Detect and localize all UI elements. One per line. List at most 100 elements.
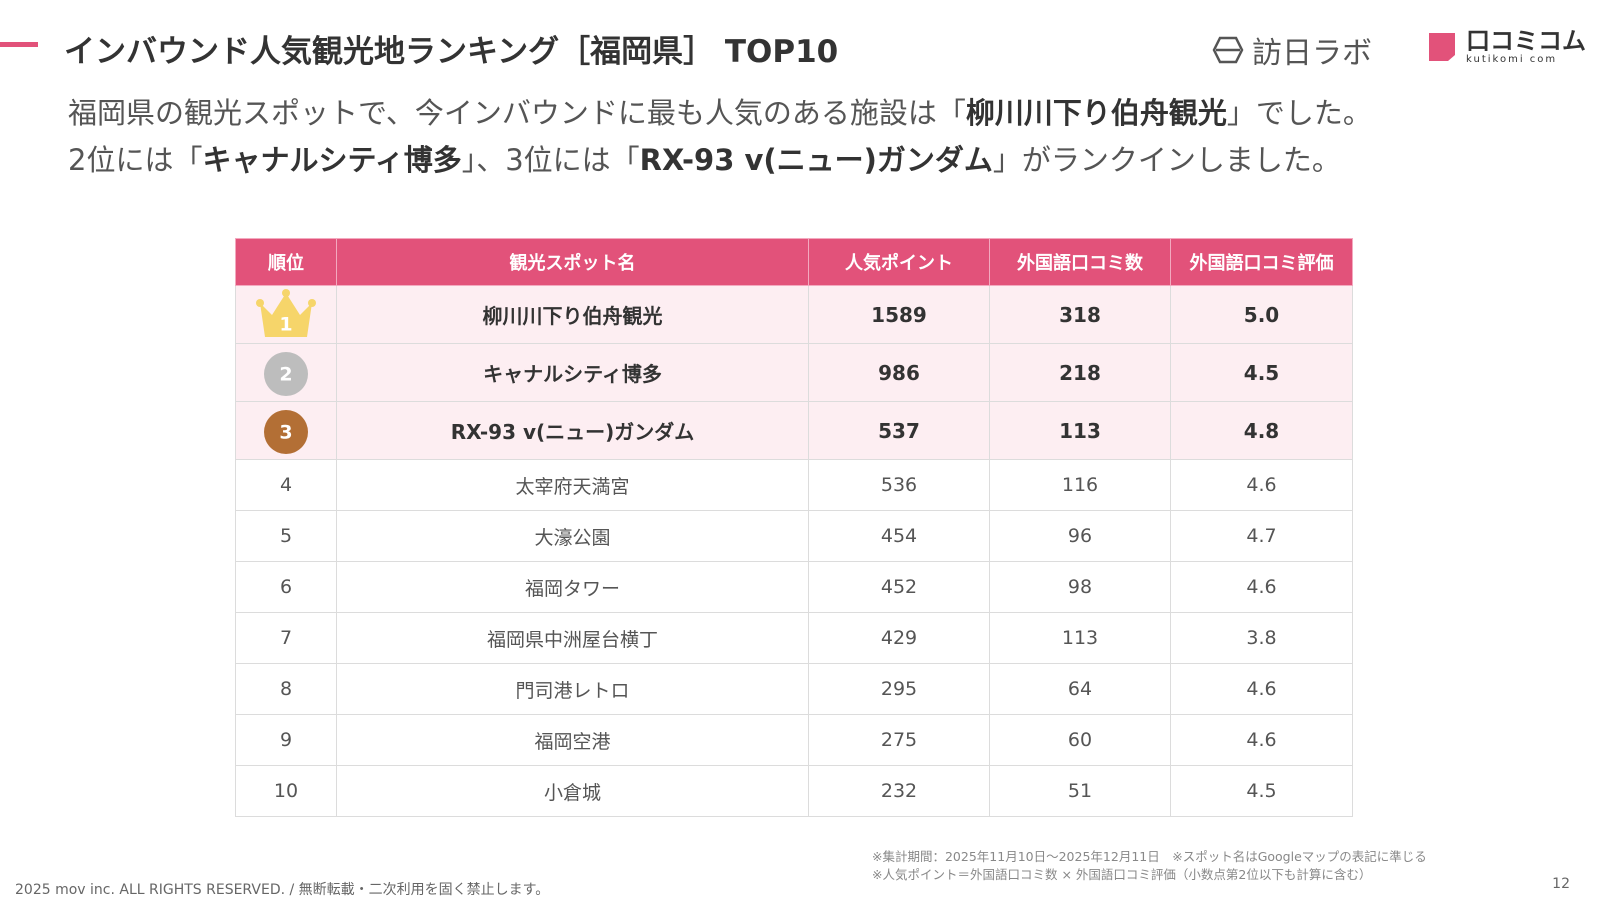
lead-line: 2位には「キャナルシティ博多」、3位には「RX-93 v(ニュー)ガンダム」がラ… [68, 137, 1372, 184]
table-row: 3 RX-93 v(ニュー)ガンダム 537 113 4.8 [235, 401, 1353, 460]
rank-icon: 1 [256, 288, 316, 337]
footnote: ※集計期間：2025年11月10日〜2025年12月11日 ※スポット名はGoo… [872, 849, 1427, 864]
popularity-points: 454 [808, 510, 990, 562]
review-rating: 4.6 [1170, 459, 1353, 511]
lead-text: 福岡県の観光スポットで、今インバウンドに最も人気のある施設は「柳川川下り伯舟観光… [68, 90, 1372, 184]
lead-highlight: 柳川川下り伯舟観光 [965, 96, 1227, 130]
rank-cell: 8 [235, 663, 337, 715]
review-rating: 4.6 [1170, 561, 1353, 613]
column-header: 人気ポイント [808, 238, 990, 286]
spot-name: 大濠公園 [336, 510, 809, 562]
logo-icon [1212, 36, 1244, 64]
rank-cell: 6 [235, 561, 337, 613]
logo-kutikomi: 口コミコム kutikomi com [1426, 28, 1586, 65]
popularity-points: 1589 [808, 285, 990, 344]
crown [260, 292, 312, 337]
popularity-points: 537 [808, 401, 990, 460]
column-header: 外国語口コミ評価 [1170, 238, 1353, 286]
rank-badge [264, 351, 308, 396]
logo-icon [1429, 32, 1455, 61]
rank-cell: 1 [235, 285, 337, 344]
lead-highlight: RX-93 v(ニュー)ガンダム [639, 143, 993, 177]
logo-text: 口コミコム [1466, 27, 1586, 55]
review-rating: 5.0 [1170, 285, 1353, 344]
spot-name: 門司港レトロ [336, 663, 809, 715]
lead-segment: 」でした。 [1226, 96, 1372, 130]
table-row: 5 大濠公園 454 96 4.7 [235, 510, 1353, 562]
review-rating: 4.8 [1170, 401, 1353, 460]
review-rating: 4.6 [1170, 714, 1353, 766]
table-body: 1 柳川川下り伯舟観光 1589 318 5.0 2 キャナルシティ博多 986 218 4.5 3… [235, 285, 1353, 817]
review-count: 113 [989, 612, 1171, 664]
spot-name: 福岡県中洲屋台横丁 [336, 612, 809, 664]
rank-cell: 2 [235, 343, 337, 402]
review-rating: 4.7 [1170, 510, 1353, 562]
table-row: 4 太宰府天満宮 536 116 4.6 [235, 459, 1353, 511]
rank-number: 3 [279, 421, 292, 443]
spot-name: RX-93 v(ニュー)ガンダム [336, 401, 809, 460]
crown-jewel [308, 298, 316, 307]
lead-highlight: キャナルシティ博多 [202, 143, 462, 177]
review-count: 64 [989, 663, 1171, 715]
crown-jewel [282, 288, 290, 297]
review-rating: 4.5 [1170, 343, 1353, 402]
lead-segment: 」、3位には「 [461, 143, 640, 177]
popularity-points: 536 [808, 459, 990, 511]
logo-houjin-lab: 訪日ラボ [1212, 28, 1372, 72]
logo-text-block: 口コミコム kutikomi com [1466, 28, 1586, 65]
popularity-points: 232 [808, 765, 990, 817]
rank-icon: 2 [264, 351, 308, 396]
crown-jewel [256, 298, 264, 307]
rank-cell: 9 [235, 714, 337, 766]
rank-icon: 3 [264, 409, 308, 454]
popularity-points: 429 [808, 612, 990, 664]
table-row: 10 小倉城 232 51 4.5 [235, 765, 1353, 817]
rank-cell: 5 [235, 510, 337, 562]
lead-line: 福岡県の観光スポットで、今インバウンドに最も人気のある施設は「柳川川下り伯舟観光… [68, 90, 1372, 137]
review-count: 218 [989, 343, 1171, 402]
popularity-points: 295 [808, 663, 990, 715]
lead-segment: 2位には「 [68, 143, 203, 177]
table-row: 2 キャナルシティ博多 986 218 4.5 [235, 343, 1353, 402]
table-row: 1 柳川川下り伯舟観光 1589 318 5.0 [235, 285, 1353, 344]
column-header: 外国語口コミ数 [989, 238, 1171, 286]
review-count: 116 [989, 459, 1171, 511]
accent-bar [0, 42, 38, 47]
review-count: 113 [989, 401, 1171, 460]
logo-subtext: kutikomi com [1466, 54, 1558, 65]
review-rating: 4.5 [1170, 765, 1353, 817]
ranking-table: 順位 観光スポット名 人気ポイント 外国語口コミ数 外国語口コミ評価 1 柳川川下り伯舟観… [235, 238, 1353, 817]
lead-segment: 」がランクインしました。 [992, 143, 1341, 177]
rank-number: 1 [279, 313, 292, 335]
table-row: 8 門司港レトロ 295 64 4.6 [235, 663, 1353, 715]
spot-name: 福岡空港 [336, 714, 809, 766]
table-row: 9 福岡空港 275 60 4.6 [235, 714, 1353, 766]
popularity-points: 986 [808, 343, 990, 402]
review-count: 51 [989, 765, 1171, 817]
review-count: 60 [989, 714, 1171, 766]
copyright: 2025 mov inc. ALL RIGHTS RESERVED. / 無断転… [15, 882, 550, 898]
rank-badge [264, 409, 308, 454]
review-rating: 3.8 [1170, 612, 1353, 664]
footnote: ※人気ポイント＝外国語口コミ数 × 外国語口コミ評価（小数点第2位以下も計算に含… [872, 867, 1372, 882]
popularity-points: 452 [808, 561, 990, 613]
rank-number: 2 [279, 363, 292, 385]
spot-name: 福岡タワー [336, 561, 809, 613]
footnotes: ※集計期間：2025年11月10日〜2025年12月11日 ※スポット名はGoo… [872, 848, 1427, 884]
page-number: 12 [1552, 876, 1570, 892]
column-header: 観光スポット名 [336, 238, 809, 286]
column-header: 順位 [235, 238, 337, 286]
rank-cell: 4 [235, 459, 337, 511]
review-count: 318 [989, 285, 1171, 344]
review-count: 98 [989, 561, 1171, 613]
review-count: 96 [989, 510, 1171, 562]
spot-name: キャナルシティ博多 [336, 343, 809, 402]
table-row: 6 福岡タワー 452 98 4.6 [235, 561, 1353, 613]
rank-cell: 3 [235, 401, 337, 460]
spot-name: 柳川川下り伯舟観光 [336, 285, 809, 344]
table-row: 7 福岡県中洲屋台横丁 429 113 3.8 [235, 612, 1353, 664]
review-rating: 4.6 [1170, 663, 1353, 715]
rank-cell: 10 [235, 765, 337, 817]
rank-cell: 7 [235, 612, 337, 664]
